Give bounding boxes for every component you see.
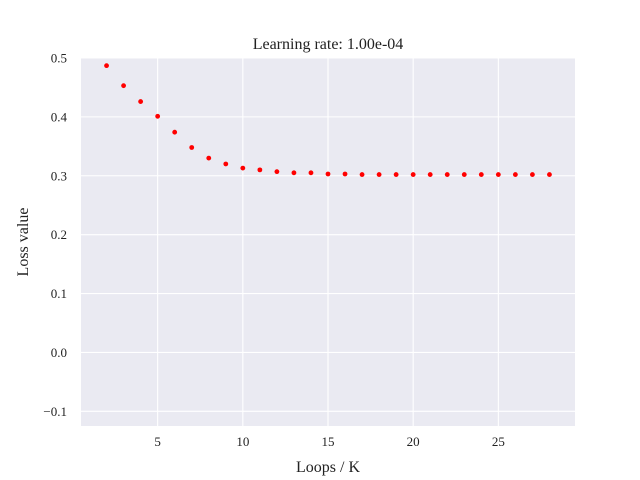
chart-title: Learning rate: 1.00e-04 — [253, 36, 404, 53]
x-axis-label: Loops / K — [296, 459, 360, 476]
data-point — [240, 165, 246, 171]
data-point — [359, 172, 365, 177]
x-tick-label: 5 — [154, 434, 161, 449]
y-tick-label: 0.0 — [51, 345, 67, 360]
y-axis-ticks: −0.1 0.0 0.1 0.2 0.3 0.4 0.5 — [43, 51, 67, 419]
x-tick-label: 15 — [322, 434, 335, 449]
data-point — [376, 172, 382, 177]
data-point — [206, 155, 212, 161]
data-point — [410, 172, 416, 177]
y-tick-label: 0.4 — [51, 109, 68, 124]
data-point — [325, 171, 331, 177]
data-point — [547, 172, 552, 177]
y-tick-label: 0.1 — [51, 286, 67, 301]
data-point — [342, 171, 348, 177]
data-point — [461, 172, 467, 177]
data-point — [138, 99, 144, 104]
x-tick-label: 10 — [236, 434, 249, 449]
data-point — [393, 172, 399, 177]
data-point — [444, 172, 450, 177]
data-points — [104, 63, 552, 177]
data-point — [172, 129, 178, 135]
data-point — [189, 145, 195, 150]
y-axis-label: Loss value — [15, 208, 32, 277]
y-tick-label: −0.1 — [43, 404, 67, 419]
y-tick-label: 0.3 — [51, 168, 67, 183]
data-point — [308, 170, 314, 176]
data-point — [155, 113, 161, 119]
data-point — [478, 172, 484, 177]
x-axis-ticks: 5 10 15 20 25 — [154, 434, 504, 449]
data-point — [512, 172, 518, 177]
data-point — [427, 172, 433, 177]
y-tick-label: 0.2 — [51, 227, 67, 242]
x-tick-label: 25 — [492, 434, 505, 449]
y-tick-label: 0.5 — [51, 51, 67, 66]
data-point — [274, 169, 280, 175]
data-point — [104, 63, 109, 69]
data-point — [291, 170, 297, 176]
x-tick-label: 20 — [407, 434, 420, 449]
data-point — [530, 172, 535, 177]
data-point — [121, 83, 126, 89]
data-point — [257, 167, 263, 173]
data-point — [495, 172, 501, 177]
data-point — [223, 161, 229, 167]
